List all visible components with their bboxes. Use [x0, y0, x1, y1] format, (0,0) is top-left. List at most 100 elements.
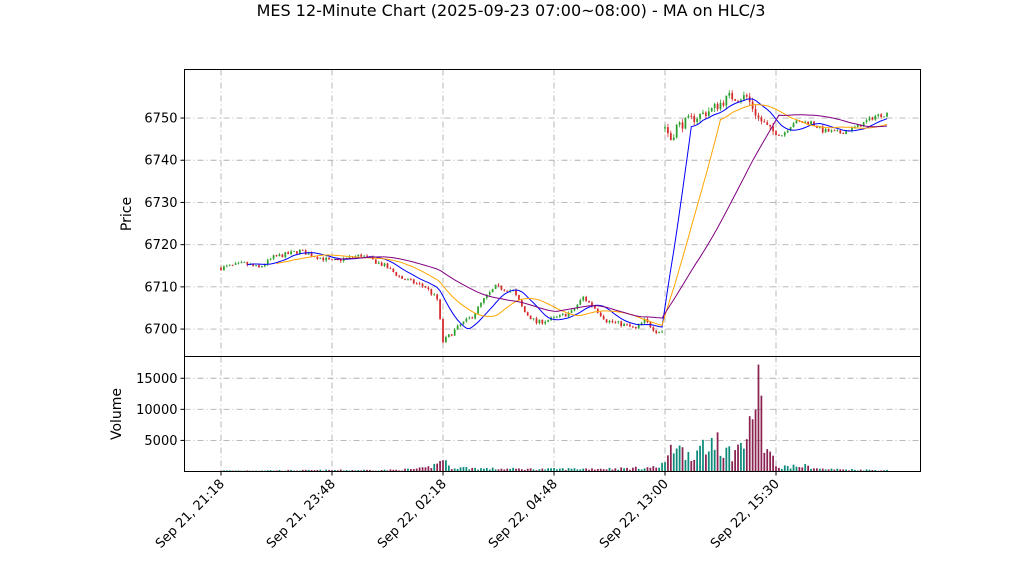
- candle-body: [535, 318, 538, 324]
- candle-body: [596, 308, 599, 313]
- candle-body: [225, 265, 228, 267]
- candle-body: [626, 323, 628, 325]
- candle-body: [436, 294, 439, 300]
- candle-body: [468, 317, 471, 319]
- volume-bar: [725, 447, 728, 472]
- candle-body: [745, 95, 748, 97]
- volume-bar: [567, 468, 570, 472]
- volume-bar: [313, 470, 316, 472]
- candle-body: [658, 332, 661, 334]
- candle-body: [298, 249, 301, 254]
- x-tick-label: Sep 22, 15:30: [708, 477, 783, 552]
- volume-bar: [556, 469, 558, 472]
- candle-body: [412, 279, 415, 284]
- volume-bar: [731, 461, 734, 472]
- volume-bar: [401, 470, 403, 472]
- volume-bar: [842, 469, 845, 472]
- volume-bar: [652, 466, 655, 472]
- candle-body: [620, 321, 623, 326]
- volume-bar: [783, 465, 786, 472]
- volume-bar: [558, 468, 561, 472]
- candle-body: [827, 129, 830, 132]
- candle-body: [859, 124, 862, 127]
- volume-bar: [821, 468, 824, 472]
- volume-bar: [699, 445, 701, 472]
- candle-body: [474, 313, 477, 319]
- candle-body: [602, 316, 605, 320]
- volume-bar: [512, 467, 514, 472]
- candle-body: [252, 264, 255, 266]
- volume-bar: [859, 469, 862, 472]
- volume-bar: [223, 470, 225, 472]
- candle-body: [404, 278, 406, 280]
- candle-body: [284, 252, 287, 258]
- volume-bar: [582, 468, 585, 472]
- volume-bar: [553, 467, 555, 472]
- candle-body: [424, 286, 427, 288]
- candle-body: [807, 121, 810, 125]
- volume-bar: [684, 460, 687, 472]
- price-y-ticks: 6700 6710 6720 6730 6740 6750: [144, 112, 185, 338]
- volume-bar: [266, 470, 269, 472]
- candle-body: [243, 262, 246, 263]
- volume-bar: [573, 468, 576, 472]
- price-tick-label: 6740: [144, 154, 177, 169]
- volume-bar: [789, 468, 792, 472]
- candle-body: [705, 112, 707, 116]
- volume-bar: [445, 460, 447, 472]
- volume-bar: [599, 468, 602, 472]
- candle-body: [833, 130, 836, 132]
- volume-bar: [856, 470, 859, 472]
- volume-bar: [561, 468, 564, 472]
- candle-body: [325, 257, 328, 261]
- x-ticks: Sep 21, 21:18 Sep 21, 23:48 Sep 22, 02:18 S…: [153, 471, 783, 552]
- volume-bar: [228, 470, 231, 472]
- volume-bar: [830, 468, 833, 472]
- candle-body: [483, 298, 485, 303]
- candle-body: [316, 256, 319, 259]
- volume-bar: [541, 468, 544, 472]
- volume-bar: [351, 470, 354, 472]
- volume-bar: [672, 453, 675, 472]
- candle-body: [862, 122, 865, 127]
- candle-body: [567, 312, 570, 317]
- price-panel-frame: [184, 69, 921, 357]
- volume-bar: [503, 469, 506, 472]
- volume-bar: [596, 468, 599, 472]
- volume-bar: [757, 364, 760, 472]
- volume-bars: [220, 364, 888, 472]
- candle-body: [716, 104, 719, 110]
- candle-body: [415, 283, 418, 285]
- volume-bar: [643, 468, 646, 472]
- candle-body: [792, 123, 795, 128]
- volume-bar: [369, 469, 371, 472]
- candle-body: [868, 117, 871, 121]
- x-tick-label: Sep 22, 02:18: [375, 477, 450, 552]
- volume-bar: [667, 455, 669, 472]
- volume-bar: [605, 469, 608, 472]
- candle-body: [500, 285, 503, 290]
- volume-y-ticks: 5000 10000 15000: [136, 372, 185, 449]
- volume-bar: [810, 468, 812, 472]
- volume-bar: [839, 469, 842, 472]
- candle-body: [465, 318, 468, 322]
- candle-body: [786, 130, 789, 133]
- candle-body: [772, 126, 774, 132]
- candle-body: [386, 263, 389, 269]
- candle-body: [526, 312, 529, 316]
- candle-body: [515, 290, 517, 296]
- candle-body: [418, 283, 421, 285]
- candle-body: [439, 299, 441, 319]
- candle-body: [710, 107, 713, 112]
- volume-bar: [845, 469, 847, 472]
- volume-bar: [675, 448, 678, 472]
- price-tick-label: 6730: [144, 196, 177, 211]
- volume-bar: [357, 470, 360, 472]
- candle-body: [564, 313, 567, 317]
- moving-average-lines: [247, 98, 888, 330]
- volume-panel-frame: [184, 356, 921, 472]
- candle-body: [220, 267, 222, 271]
- candle-body: [734, 99, 736, 101]
- volume-bar: [383, 469, 386, 472]
